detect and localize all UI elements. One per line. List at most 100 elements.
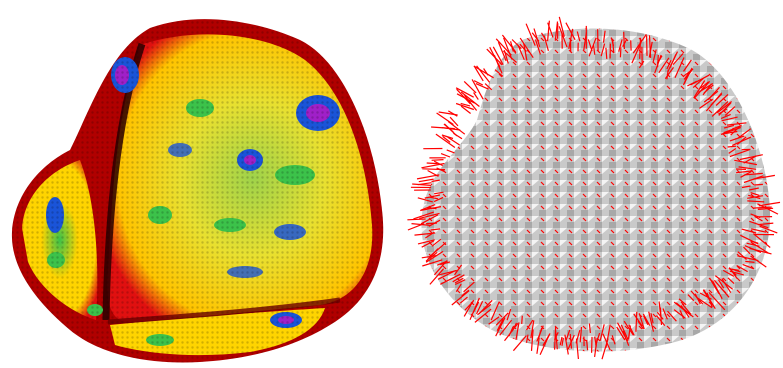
vector-arrow bbox=[727, 122, 747, 126]
vector-arrow bbox=[758, 222, 774, 226]
vector-arrow bbox=[488, 316, 500, 325]
vector-arrow bbox=[431, 179, 440, 183]
vector-arrow bbox=[426, 162, 438, 165]
vector-arrow bbox=[672, 53, 684, 66]
vector-arrow bbox=[656, 311, 664, 320]
vector-arrow bbox=[460, 105, 471, 114]
vector-field-render bbox=[407, 16, 781, 360]
vector-arrow bbox=[510, 44, 517, 54]
vector-arrow bbox=[490, 301, 500, 321]
vector-arrow bbox=[738, 166, 757, 170]
vector-arrow bbox=[538, 327, 543, 338]
vector-arrow bbox=[736, 170, 753, 174]
vector-arrow bbox=[429, 242, 447, 257]
vector-arrow bbox=[713, 279, 730, 298]
vector-arrow bbox=[758, 201, 781, 207]
vector-arrow bbox=[418, 178, 434, 183]
vector-arrow bbox=[435, 133, 456, 148]
vector-arrow bbox=[747, 195, 764, 199]
vector-arrow bbox=[429, 251, 438, 260]
vector-arrow bbox=[616, 322, 626, 337]
vector-arrow bbox=[743, 155, 757, 164]
vector-arrow bbox=[525, 334, 529, 343]
vector-arrow bbox=[623, 320, 634, 336]
vector-arrow bbox=[611, 39, 615, 54]
vector-arrow bbox=[444, 123, 458, 137]
vector-arrow bbox=[554, 326, 557, 350]
vector-arrow bbox=[752, 206, 772, 209]
vector-arrow bbox=[699, 98, 714, 109]
vector-arrow bbox=[720, 113, 731, 120]
vector-arrow bbox=[690, 290, 704, 305]
vector-arrow bbox=[730, 124, 742, 136]
vector-arrow bbox=[525, 319, 534, 331]
vector-arrow bbox=[449, 116, 459, 127]
vector-arrow bbox=[652, 49, 657, 63]
vector-arrow bbox=[459, 296, 468, 304]
vector-arrow bbox=[547, 20, 550, 42]
vector-arrow bbox=[531, 32, 540, 42]
vector-arrow bbox=[594, 338, 598, 357]
vector-arrow bbox=[666, 59, 672, 70]
vector-arrow bbox=[721, 278, 732, 294]
vector-arrow bbox=[446, 149, 455, 154]
vector-arrow bbox=[648, 41, 653, 58]
vector-arrow bbox=[722, 269, 735, 277]
vector-arrow bbox=[495, 38, 512, 56]
vector-arrow bbox=[622, 38, 628, 47]
vector-arrow bbox=[511, 39, 522, 50]
vector-arrow bbox=[496, 318, 504, 331]
vector-arrow bbox=[714, 275, 734, 290]
vector-arrow bbox=[696, 296, 713, 309]
vector-arrow bbox=[438, 269, 457, 276]
vector-arrow bbox=[417, 182, 432, 186]
vector-arrow bbox=[655, 315, 666, 326]
vector-arrow bbox=[569, 333, 573, 349]
vector-arrow bbox=[588, 37, 597, 57]
vector-arrow bbox=[667, 310, 677, 322]
vector-arrow bbox=[543, 35, 549, 52]
vector-arrow bbox=[623, 31, 625, 50]
vector-arrow bbox=[757, 207, 774, 210]
vector-arrow bbox=[564, 334, 569, 355]
vector-arrow bbox=[597, 29, 599, 52]
vector-arrow bbox=[587, 39, 593, 52]
vector-arrow bbox=[422, 168, 446, 171]
vector-arrow bbox=[441, 127, 461, 131]
vector-arrow bbox=[599, 324, 605, 342]
vector-arrow bbox=[759, 225, 778, 234]
vector-arrow bbox=[687, 294, 695, 302]
vector-arrow bbox=[605, 47, 608, 59]
vector-arrow bbox=[631, 42, 642, 64]
vector-arrow bbox=[517, 44, 525, 61]
vector-arrow bbox=[508, 326, 514, 337]
vector-arrow bbox=[740, 171, 752, 178]
vector-arrow bbox=[633, 313, 643, 327]
vector-arrow bbox=[494, 69, 504, 77]
vector-arrow bbox=[679, 310, 685, 319]
vector-arrow bbox=[421, 240, 435, 248]
vector-arrow bbox=[717, 279, 725, 289]
vector-arrow bbox=[554, 21, 559, 41]
vector-arrow bbox=[414, 232, 436, 236]
vector-arrow bbox=[442, 135, 451, 143]
vector-arrow bbox=[575, 338, 579, 360]
vector-arrow bbox=[638, 313, 645, 330]
vector-arrow bbox=[728, 148, 737, 154]
vector-arrow bbox=[737, 255, 759, 262]
vector-arrow bbox=[440, 153, 451, 158]
vector-arrow bbox=[471, 79, 484, 100]
vector-arrow bbox=[473, 65, 494, 79]
vector-arrow bbox=[421, 162, 445, 169]
vector-arrow bbox=[473, 92, 479, 100]
vector-arrow bbox=[461, 289, 470, 297]
vector-arrow bbox=[533, 28, 541, 47]
vector-arrow bbox=[447, 136, 460, 146]
vector-arrow bbox=[693, 86, 705, 99]
vector-arrow bbox=[741, 228, 757, 234]
vector-arrow bbox=[463, 281, 475, 293]
vector-arrow bbox=[428, 219, 441, 227]
vector-arrow bbox=[559, 336, 563, 346]
vector-arrow bbox=[438, 111, 458, 116]
vector-arrow bbox=[433, 160, 443, 167]
